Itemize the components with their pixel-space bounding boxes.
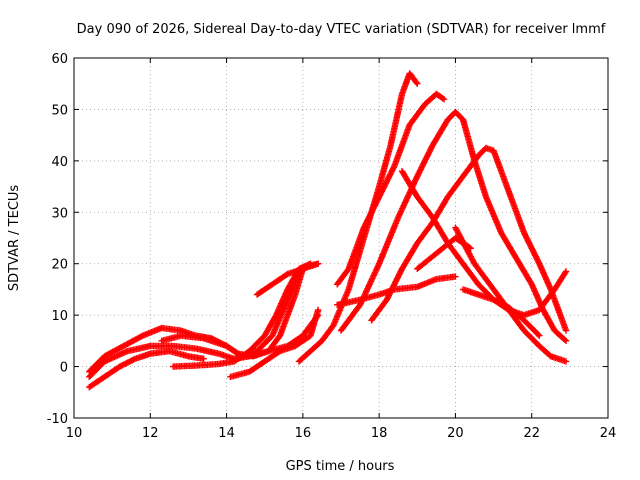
series-track-5 [169, 260, 314, 370]
y-tick-label: 60 [51, 52, 68, 67]
y-tick-label: 40 [51, 155, 68, 170]
x-tick-label: 20 [447, 426, 464, 441]
y-tick-label: 30 [51, 206, 68, 221]
series-track-7 [253, 260, 322, 298]
y-tick-label: 10 [51, 309, 68, 324]
data-marks [86, 70, 570, 391]
plus-marker [130, 356, 137, 363]
x-tick-label: 14 [218, 426, 235, 441]
y-axis-label: SDTVAR / TECUs [7, 185, 22, 292]
x-tick-label: 12 [142, 426, 159, 441]
plus-marker [200, 355, 207, 363]
plus-marker [414, 80, 421, 87]
plus-marker [562, 327, 570, 334]
plus-marker [562, 358, 570, 365]
plus-marker [440, 95, 448, 103]
series-track-6 [227, 306, 322, 381]
x-tick-label: 24 [600, 426, 617, 441]
y-tick-label: 50 [51, 103, 68, 118]
x-tick-label: 22 [523, 426, 540, 441]
plus-marker [535, 331, 542, 338]
y-axis-ticks: -10 0 10 20 30 40 50 60 [47, 52, 608, 427]
plus-marker [562, 337, 570, 345]
plus-marker [314, 306, 322, 314]
series-track-9 [333, 90, 448, 288]
x-axis-label: GPS time / hours [286, 459, 395, 474]
plus-marker [439, 95, 446, 102]
plus-marker [562, 268, 570, 275]
series-track-13 [333, 273, 459, 309]
x-tick-label: 16 [295, 426, 312, 441]
series-track-12 [398, 167, 570, 319]
series-track-10 [337, 108, 570, 345]
plus-marker [536, 332, 543, 339]
series-track-1 [86, 347, 207, 391]
plus-marker [314, 260, 322, 267]
y-tick-label: 0 [60, 361, 68, 376]
plus-marker [413, 79, 420, 86]
plus-marker [452, 273, 459, 280]
y-tick-label: -10 [47, 412, 68, 427]
plus-marker [561, 336, 569, 344]
chart-title: Day 090 of 2026, Sidereal Day-to-day VTE… [77, 22, 606, 37]
plus-marker [561, 269, 569, 277]
series-track-16 [459, 286, 543, 339]
plot-frame [73, 57, 609, 419]
y-tick-label: 20 [51, 258, 68, 273]
x-tick-label: 10 [66, 426, 83, 441]
x-tick-label: 18 [371, 426, 388, 441]
x-axis-ticks: 10 12 14 16 18 20 22 24 [66, 58, 617, 441]
